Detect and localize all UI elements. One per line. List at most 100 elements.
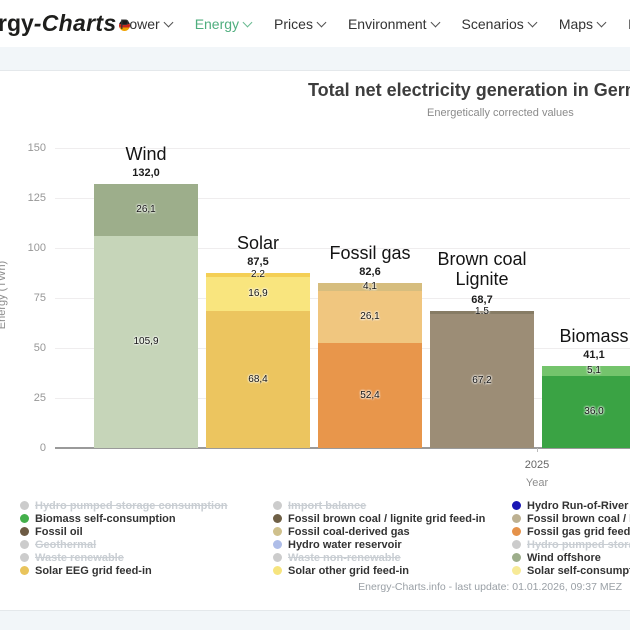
legend-item-label: Solar EEG grid feed-in <box>35 564 152 577</box>
legend-color-dot-icon <box>20 514 29 523</box>
bar-segment-value: 4,1 <box>363 280 377 292</box>
chevron-down-icon <box>430 17 440 27</box>
y-gridline <box>55 248 630 249</box>
bar-segment-value: 67,2 <box>472 374 492 386</box>
bar-category-line: Solar <box>236 233 280 253</box>
bar-category-line: Lignite <box>455 268 509 289</box>
bar-segment <box>542 376 630 448</box>
legend-item-label: Fossil brown coal / lig <box>527 512 630 525</box>
legend-item[interactable]: Hydro pumped storag <box>512 538 630 551</box>
chart-credits: Energy-Charts.info - last update: 01.01.… <box>358 581 622 593</box>
legend-item[interactable]: Hydro water reservoir <box>273 538 402 551</box>
bar-category-label: Wind <box>76 144 216 164</box>
y-tick-label: 50 <box>33 342 46 354</box>
bar-segment <box>318 291 422 344</box>
legend-item[interactable]: Fossil coal-derived gas <box>273 525 410 538</box>
legend-item-label: Wind offshore <box>527 551 601 564</box>
legend-item[interactable]: Hydro Run-of-River <box>512 499 628 512</box>
legend-item-label: Hydro pumped storage consumption <box>35 499 228 512</box>
legend-item[interactable]: Fossil brown coal / lig <box>512 512 630 525</box>
legend-color-dot-icon <box>273 540 282 549</box>
bar-category-label: Biomass <box>524 326 630 346</box>
legend-item[interactable]: Import balance <box>273 499 366 512</box>
bar-segment-value: 26,1 <box>360 311 380 323</box>
bar-category-label: Brown coal Lignite <box>412 249 552 289</box>
bar-segment-value: 16,9 <box>248 288 268 300</box>
chevron-down-icon <box>163 17 174 27</box>
legend-color-dot-icon <box>512 501 521 510</box>
bar-total-label: 68,7 <box>471 293 493 306</box>
legend-item[interactable]: Fossil brown coal / lignite grid feed-in <box>273 512 485 525</box>
bar-segment-value: 1,5 <box>475 306 489 318</box>
legend-color-dot-icon <box>20 566 29 575</box>
legend-color-dot-icon <box>20 501 29 510</box>
legend-item-label: Solar self-consumptio <box>527 564 630 577</box>
bar-category-line: Wind <box>125 144 167 164</box>
nav-item-environment[interactable]: Environment <box>348 16 440 32</box>
bar-segment-value: 52,4 <box>360 389 380 401</box>
legend-item[interactable]: Fossil gas grid feed-in <box>512 525 630 538</box>
nav-item-label: Prices <box>274 16 313 32</box>
y-tick-label: 125 <box>27 192 46 204</box>
y-gridline <box>55 148 630 149</box>
legend-item-label: Solar other grid feed-in <box>288 564 410 577</box>
logo-text-italic: -Charts <box>33 10 117 36</box>
legend-item-label: Hydro water reservoir <box>288 538 402 551</box>
bar-segment-value: 68,4 <box>248 373 268 385</box>
x-axis-title: Year <box>525 477 549 489</box>
nav-item-maps[interactable]: Maps <box>558 16 607 32</box>
y-tick-label: 0 <box>39 442 46 454</box>
legend-color-dot-icon <box>273 553 282 562</box>
x-axis-line <box>55 447 630 449</box>
legend-item[interactable]: Wind offshore <box>512 551 601 564</box>
chevron-down-icon <box>316 17 327 27</box>
bar-segment-value: 2,2 <box>251 269 265 281</box>
legend-color-dot-icon <box>273 514 282 523</box>
german-flag-icon <box>119 20 131 31</box>
legend-item[interactable]: Hydro pumped storage consumption <box>20 499 228 512</box>
nav-item-power[interactable]: Power <box>120 16 174 32</box>
nav-item-label: Power <box>120 16 160 32</box>
legend-item[interactable]: Geothermal <box>20 538 96 551</box>
legend-color-dot-icon <box>512 540 521 549</box>
y-tick-label: 75 <box>33 292 46 304</box>
bar-total-label: 82,6 <box>359 265 381 278</box>
chart-title: Total net electricity generation in Germ… <box>308 80 630 100</box>
chart-subtitle: Energetically corrected values <box>427 107 574 119</box>
nav-item-energy[interactable]: Energy <box>195 16 253 32</box>
legend-color-dot-icon <box>20 540 29 549</box>
chevron-down-icon <box>596 17 607 27</box>
nav-item-label: Maps <box>558 16 594 32</box>
legend-item[interactable]: Waste non-renewable <box>273 551 401 564</box>
nav-item-scenarios[interactable]: Scenarios <box>461 16 538 32</box>
legend-item-label: Fossil coal-derived gas <box>288 525 410 538</box>
energy-charts-logo[interactable]: rgy-Charts <box>0 10 131 37</box>
main-nav: Power Energy Prices Environment Scenarios Map… <box>120 16 630 32</box>
nav-item-prices[interactable]: Prices <box>274 16 327 32</box>
y-tick-label: 150 <box>27 142 46 154</box>
chevron-down-icon <box>527 17 538 27</box>
legend-item[interactable]: Biomass self-consumption <box>20 512 176 525</box>
bar-total-label: 132,0 <box>132 167 160 179</box>
logo-text-bold: rgy <box>0 10 34 36</box>
bar-segment <box>206 277 310 312</box>
legend-item-label: Hydro Run-of-River <box>527 499 629 512</box>
bar-segment <box>206 273 310 278</box>
nav-item-label: Scenarios <box>461 16 524 32</box>
bottom-band <box>0 610 630 630</box>
y-axis-title: Energy (TWh) <box>0 260 8 330</box>
legend-item-label: Biomass self-consumption <box>35 512 176 525</box>
legend-color-dot-icon <box>273 566 282 575</box>
nav-item-label: Infos <box>628 16 630 32</box>
bar-segment-value: 5,1 <box>587 364 601 376</box>
bar-category-line: Biomass <box>559 325 629 346</box>
bar-total-label: 41,1 <box>583 348 605 361</box>
legend-item[interactable]: Solar EEG grid feed-in <box>20 564 152 577</box>
legend-item[interactable]: Solar other grid feed-in <box>273 564 409 577</box>
nav-item-infos[interactable]: Infos <box>628 16 630 32</box>
legend-item[interactable]: Fossil oil <box>20 525 83 538</box>
bar-category-line: Brown coal <box>437 248 527 269</box>
bar-category-label: Fossil gas <box>300 243 440 263</box>
legend-item[interactable]: Waste renewable <box>20 551 124 564</box>
legend-item[interactable]: Solar self-consumptio <box>512 564 630 577</box>
